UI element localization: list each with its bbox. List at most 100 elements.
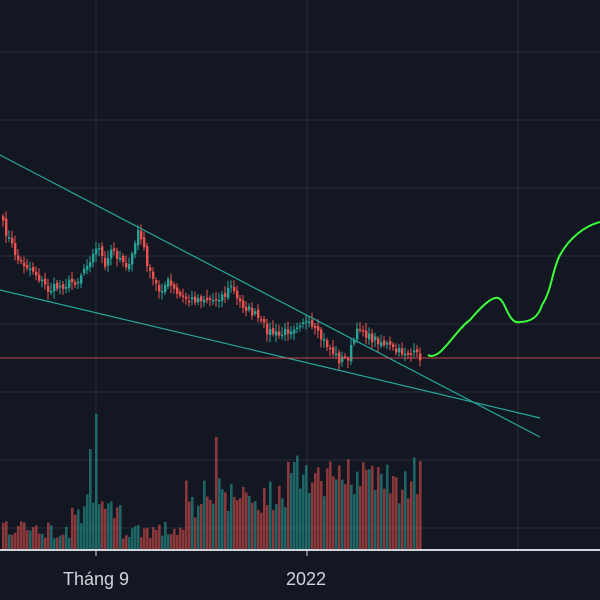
candle-body[interactable]: [47, 285, 50, 292]
candle-body[interactable]: [260, 319, 263, 321]
candle-body[interactable]: [320, 329, 323, 340]
candle-body[interactable]: [221, 294, 224, 301]
candle-body[interactable]: [92, 253, 95, 263]
candle-body[interactable]: [215, 299, 218, 301]
candle-body[interactable]: [377, 338, 380, 345]
candle-body[interactable]: [113, 248, 116, 251]
candle-body[interactable]: [296, 327, 299, 329]
candle-body[interactable]: [26, 265, 29, 269]
candle-body[interactable]: [110, 249, 113, 259]
price-candles[interactable]: [2, 211, 422, 371]
candle-body[interactable]: [56, 282, 59, 289]
resistance-trendline[interactable]: [0, 154, 541, 438]
candle-body[interactable]: [74, 282, 77, 285]
candle-body[interactable]: [404, 353, 407, 356]
candle-body[interactable]: [206, 297, 209, 301]
candle-body[interactable]: [11, 238, 14, 244]
candle-body[interactable]: [86, 265, 89, 270]
candle-body[interactable]: [38, 274, 41, 281]
candle-body[interactable]: [290, 331, 293, 335]
candle-body[interactable]: [311, 319, 314, 327]
candle-body[interactable]: [59, 285, 62, 288]
candle-body[interactable]: [236, 290, 239, 299]
candle-body[interactable]: [8, 237, 11, 239]
projection-path[interactable]: [427, 221, 600, 357]
candle-body[interactable]: [263, 319, 266, 323]
candle-body[interactable]: [245, 306, 248, 311]
candle-body[interactable]: [332, 347, 335, 355]
candle-body[interactable]: [419, 353, 422, 361]
candle-body[interactable]: [182, 295, 185, 297]
candle-body[interactable]: [23, 262, 26, 267]
candle-body[interactable]: [131, 253, 134, 265]
candle-body[interactable]: [152, 271, 155, 279]
candle-body[interactable]: [293, 329, 296, 334]
candle-body[interactable]: [353, 339, 356, 344]
candle-body[interactable]: [14, 243, 17, 256]
candle-body[interactable]: [167, 278, 170, 287]
candle-body[interactable]: [80, 275, 83, 284]
candle-body[interactable]: [44, 278, 47, 285]
candle-body[interactable]: [323, 339, 326, 341]
candle-body[interactable]: [125, 262, 128, 268]
candle-body[interactable]: [284, 328, 287, 335]
candle-body[interactable]: [350, 345, 353, 362]
candle-body[interactable]: [227, 287, 230, 299]
candle-body[interactable]: [383, 340, 386, 345]
candle-body[interactable]: [101, 246, 104, 256]
candle-body[interactable]: [287, 329, 290, 334]
candle-body[interactable]: [305, 320, 308, 323]
drawing-overlays[interactable]: [0, 154, 600, 438]
candle-body[interactable]: [137, 230, 140, 246]
candle-body[interactable]: [128, 264, 131, 270]
candle-body[interactable]: [347, 358, 350, 361]
candle-body[interactable]: [176, 287, 179, 294]
candle-body[interactable]: [17, 255, 20, 261]
candle-body[interactable]: [185, 296, 188, 300]
candle-body[interactable]: [335, 353, 338, 356]
candle-body[interactable]: [341, 356, 344, 362]
candle-body[interactable]: [278, 331, 281, 336]
candle-body[interactable]: [230, 285, 233, 288]
candle-body[interactable]: [269, 328, 272, 335]
candle-body[interactable]: [2, 216, 5, 221]
candle-body[interactable]: [386, 342, 389, 345]
candle-body[interactable]: [401, 348, 404, 355]
candle-body[interactable]: [239, 298, 242, 302]
candle-body[interactable]: [212, 300, 215, 302]
candle-body[interactable]: [146, 246, 149, 267]
candle-body[interactable]: [65, 286, 68, 289]
candle-body[interactable]: [380, 342, 383, 346]
candle-body[interactable]: [281, 334, 284, 337]
candle-body[interactable]: [188, 300, 191, 303]
candle-body[interactable]: [362, 330, 365, 332]
candle-body[interactable]: [89, 262, 92, 267]
candle-body[interactable]: [242, 300, 245, 308]
candle-body[interactable]: [155, 280, 158, 284]
candle-body[interactable]: [179, 292, 182, 296]
candle-body[interactable]: [272, 328, 275, 335]
candle-body[interactable]: [374, 336, 377, 341]
candle-body[interactable]: [329, 347, 332, 350]
candle-body[interactable]: [410, 353, 413, 355]
candle-body[interactable]: [365, 330, 368, 338]
candle-body[interactable]: [209, 298, 212, 300]
candle-body[interactable]: [218, 299, 221, 302]
candle-body[interactable]: [392, 344, 395, 348]
candle-body[interactable]: [344, 356, 347, 358]
candle-body[interactable]: [98, 248, 101, 250]
candle-body[interactable]: [275, 331, 278, 336]
candle-body[interactable]: [122, 256, 125, 263]
candle-body[interactable]: [134, 243, 137, 255]
candle-body[interactable]: [95, 248, 98, 255]
candle-body[interactable]: [326, 340, 329, 348]
candle-body[interactable]: [389, 341, 392, 345]
candle-body[interactable]: [173, 284, 176, 289]
candle-body[interactable]: [308, 321, 311, 324]
candle-body[interactable]: [395, 348, 398, 353]
candle-body[interactable]: [248, 306, 251, 310]
support-trendline[interactable]: [0, 289, 541, 419]
candle-body[interactable]: [194, 296, 197, 303]
candle-body[interactable]: [413, 350, 416, 353]
